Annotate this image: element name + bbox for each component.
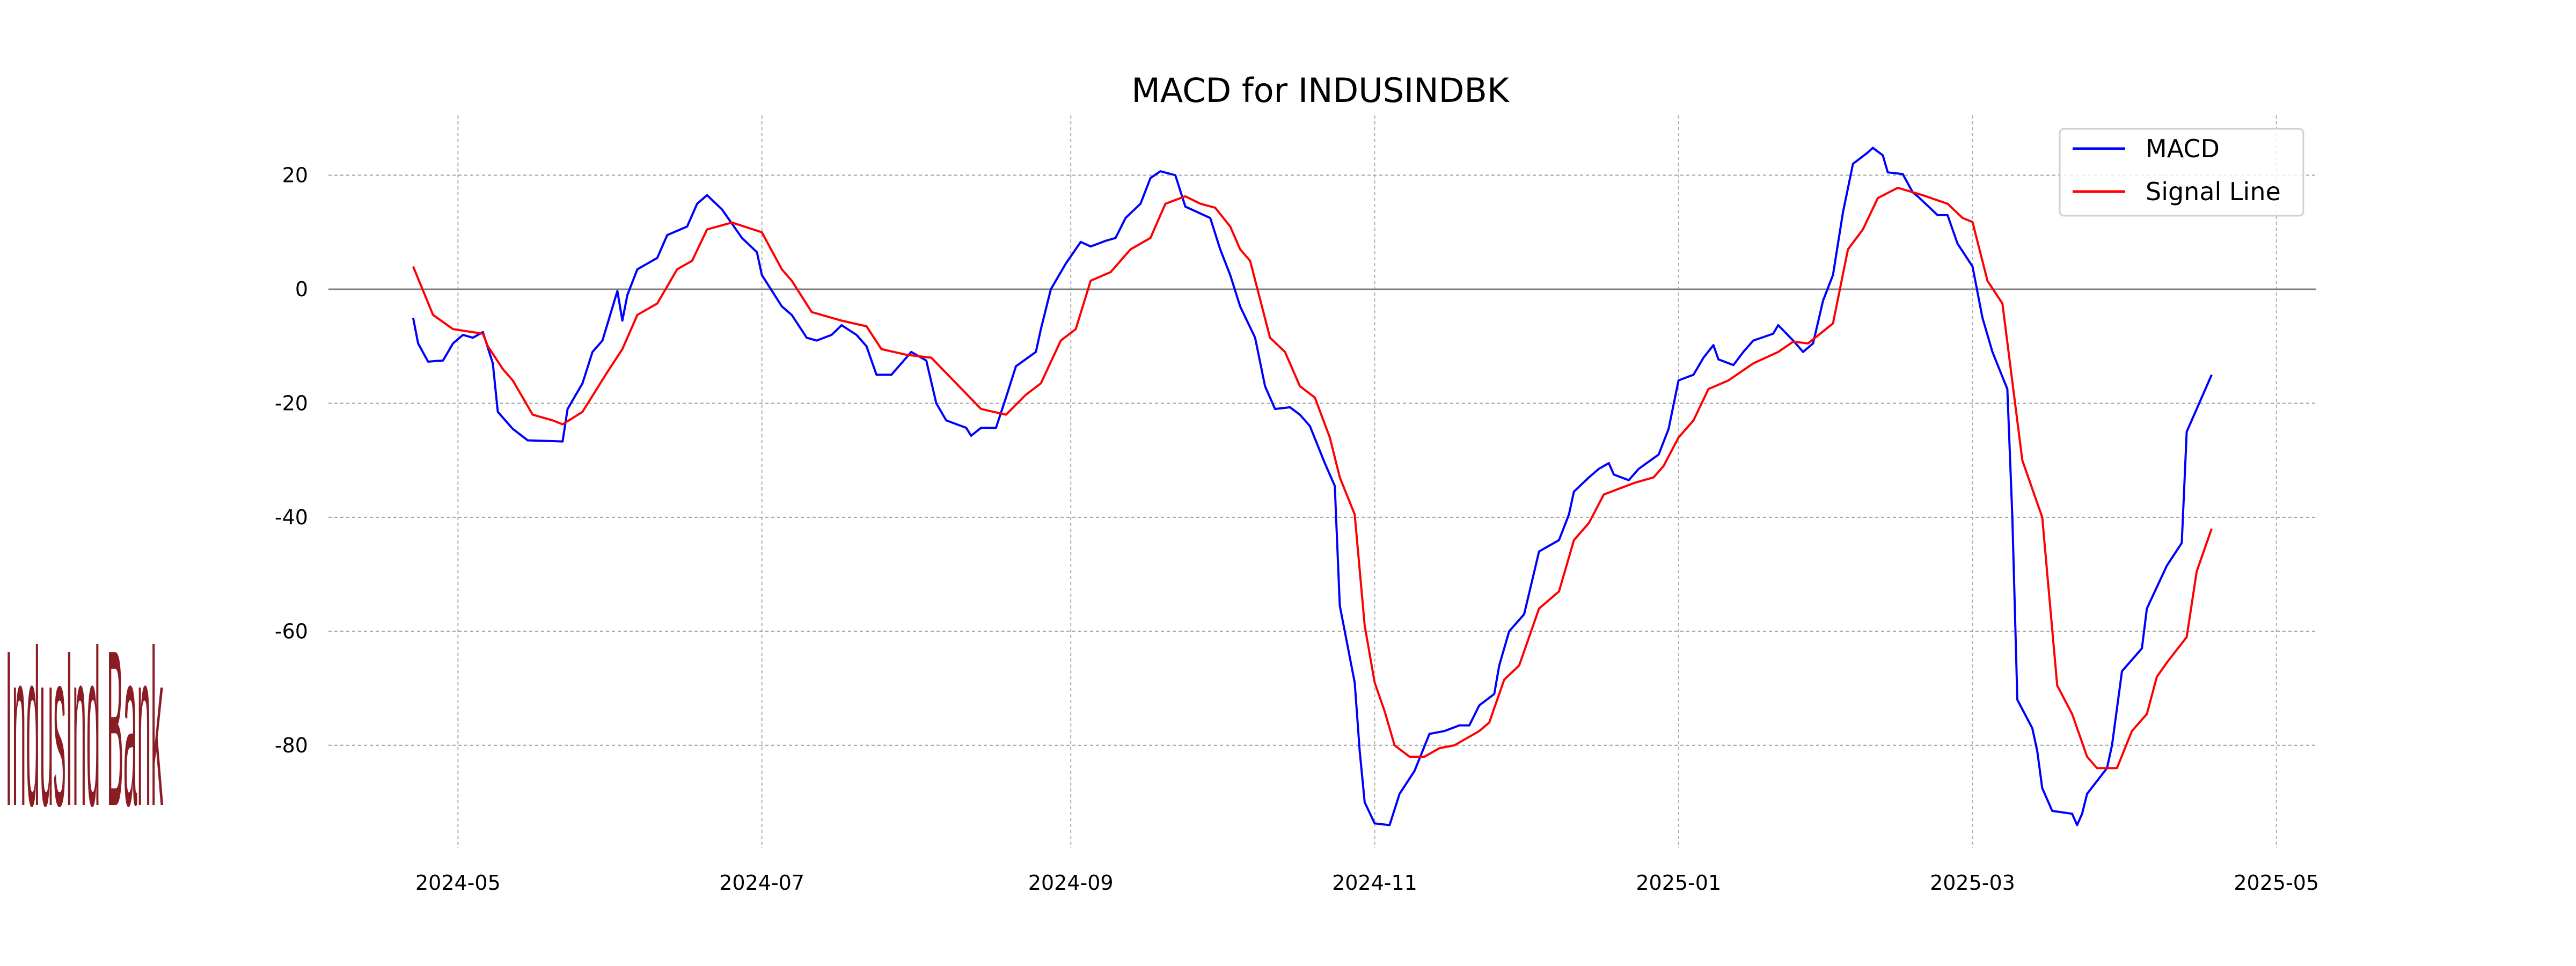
legend-label-macd: MACD — [2146, 134, 2220, 163]
x-tick-label: 2024-05 — [415, 871, 501, 895]
signal-line-line — [412, 186, 2213, 770]
chart-title: MACD for INDUSINDBK — [1131, 71, 1510, 110]
series-lines — [412, 147, 2213, 826]
y-tick-label: 20 — [282, 164, 308, 187]
legend-label-signal-line: Signal Line — [2146, 177, 2281, 206]
x-axis-ticks: 2024-05 2024-07 2024-09 2024-11 2025-01 2025-… — [415, 871, 2319, 895]
x-tick-label: 2024-07 — [719, 871, 804, 895]
y-tick-label: -40 — [275, 506, 308, 529]
macd-line — [412, 147, 2213, 826]
y-tick-label: -60 — [275, 619, 308, 643]
legend: MACD Signal Line — [2059, 128, 2304, 217]
x-tick-label: 2024-09 — [1028, 871, 1114, 895]
y-tick-label: -20 — [275, 391, 308, 415]
x-tick-label: 2025-05 — [2234, 871, 2319, 895]
y-tick-label: 0 — [295, 277, 308, 301]
x-tick-label: 2024-11 — [1332, 871, 1417, 895]
grid — [328, 115, 2316, 848]
y-axis-ticks: 20 0 -20 -40 -60 -80 — [275, 164, 308, 757]
indusind-bank-logo: IndusInd Bank — [5, 604, 164, 852]
logo-wordmark: IndusInd Bank — [5, 604, 164, 852]
legend-box — [2059, 128, 2304, 217]
x-tick-label: 2025-03 — [1930, 871, 2015, 895]
y-tick-label: -80 — [275, 734, 308, 757]
x-tick-label: 2025-01 — [1636, 871, 1721, 895]
